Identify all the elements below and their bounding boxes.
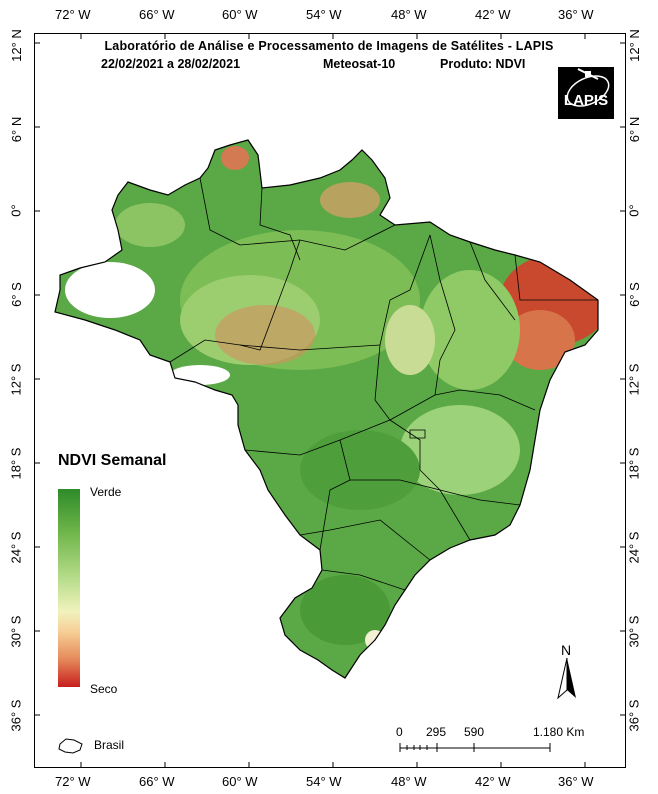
- north-arrow-label: N: [561, 642, 572, 658]
- lon-label-bottom: 66° W: [139, 774, 175, 789]
- lon-label-bottom: 48° W: [391, 774, 427, 789]
- scale-label-2: 590: [464, 725, 485, 739]
- ndvi-dry-patch: [215, 305, 315, 365]
- ndvi-nodata-south: [170, 365, 230, 385]
- state-borders: [169, 177, 598, 591]
- lon-label-bottom: 42° W: [475, 774, 511, 789]
- ndvi-roraima-patch: [221, 146, 249, 170]
- ndvi-west-patch: [115, 203, 185, 247]
- ndvi-color-ramp: [58, 489, 80, 687]
- ndvi-midwest-patch: [300, 430, 420, 510]
- legend-title: NDVI Semanal: [58, 452, 167, 469]
- legend-bottom-label: Seco: [90, 682, 118, 696]
- lon-label-top: 60° W: [222, 7, 258, 22]
- ndvi-mg-patch: [400, 405, 520, 495]
- logo-text: LAPIS: [563, 92, 609, 109]
- lon-label-bottom: 54° W: [306, 774, 342, 789]
- lon-label-top: 72° W: [55, 7, 91, 22]
- lapis-logo: LAPIS: [558, 67, 614, 119]
- brazil-outline-icon: [58, 738, 83, 754]
- boundary-legend-label: Brasil: [94, 738, 125, 752]
- lon-label-top: 54° W: [306, 7, 342, 22]
- ndvi-tocantins-patch: [385, 305, 435, 375]
- satellite-name: Meteosat-10: [323, 57, 396, 71]
- product-name: Produto: NDVI: [440, 57, 526, 71]
- lon-label-bottom: 72° W: [55, 774, 91, 789]
- lon-label-top: 36° W: [558, 7, 594, 22]
- lon-label-top: 48° W: [391, 7, 427, 22]
- scale-label-1: 295: [426, 725, 447, 739]
- lon-label-bottom: 36° W: [558, 774, 594, 789]
- ndvi-amapa-patch: [320, 182, 380, 218]
- scale-label-0: 0: [396, 725, 403, 739]
- lon-label-top: 66° W: [139, 7, 175, 22]
- map-title: Laboratório de Análise e Processamento d…: [104, 39, 554, 53]
- legend-top-label: Verde: [90, 485, 122, 499]
- north-arrow-icon: [557, 657, 576, 700]
- lon-label-bottom: 60° W: [222, 774, 258, 789]
- scale-bar: [399, 743, 551, 752]
- ndvi-nodata-west: [65, 262, 155, 318]
- satellite-icon: [566, 68, 610, 107]
- lon-label-top: 42° W: [475, 7, 511, 22]
- ndvi-northeast-dry-2: [505, 310, 575, 370]
- scale-label-3: 1.180 Km: [533, 725, 585, 739]
- ndvi-south-patch: [300, 575, 390, 645]
- date-range: 22/02/2021 a 28/02/2021: [101, 57, 241, 71]
- ndvi-bahia-patch: [420, 270, 520, 390]
